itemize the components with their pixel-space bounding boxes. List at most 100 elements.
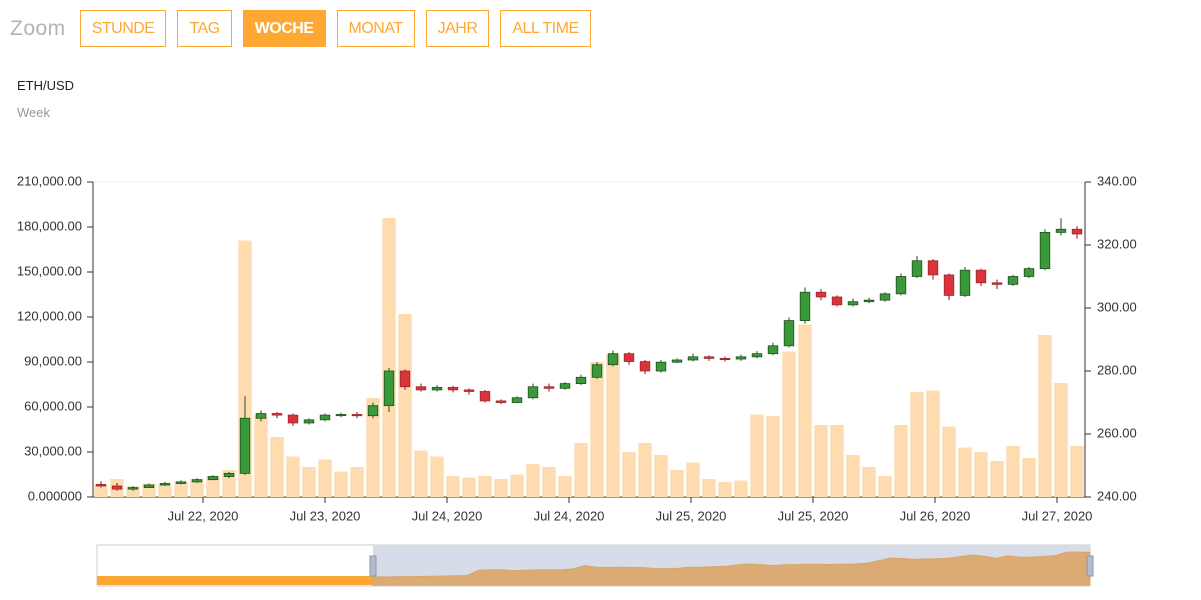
candle-body (271, 413, 283, 416)
volume-bar (670, 470, 684, 497)
y2-tick-label: 260.00 (1097, 425, 1137, 440)
y-tick-label: 90,000.00 (24, 353, 82, 368)
volume-bar (750, 414, 764, 497)
volume-bar (398, 314, 412, 497)
candle-body (783, 320, 795, 347)
volume-bar (686, 462, 700, 497)
x-tick-label: Jul 23, 2020 (290, 508, 361, 523)
volume-bar (974, 452, 988, 497)
candle-body (911, 260, 923, 277)
volume-bar (590, 362, 604, 497)
volume-bar (334, 471, 348, 497)
x-tick-label: Jul 24, 2020 (412, 508, 483, 523)
volume-bar (94, 485, 108, 497)
candle-body (767, 345, 779, 355)
zoom-bar: Zoom STUNDE TAG WOCHE MONAT JAHR ALL TIME (10, 10, 602, 47)
candle-body (383, 370, 395, 407)
volume-bar (782, 351, 796, 497)
volume-bar (510, 474, 524, 497)
candle-body (639, 361, 651, 372)
volume-bar (878, 476, 892, 497)
x-tick-label: Jul 24, 2020 (534, 508, 605, 523)
volume-bar (190, 479, 204, 497)
candle-body (111, 485, 123, 490)
x-tick-label: Jul 25, 2020 (656, 508, 727, 523)
candle-body (623, 353, 635, 362)
volume-bar (558, 476, 572, 497)
volume-bar (366, 398, 380, 497)
candle-body (143, 484, 155, 488)
volume-bar (1038, 335, 1052, 497)
candle-body (527, 386, 539, 399)
candle-body (191, 479, 203, 483)
candle-body (447, 386, 459, 391)
navigator-handle[interactable] (1086, 555, 1094, 577)
candle-body (319, 414, 331, 421)
candle-body (863, 299, 875, 303)
candle-body (1023, 268, 1035, 277)
y-tick-label: 180,000.00 (17, 218, 82, 233)
zoom-button[interactable]: STUNDE (79, 10, 167, 47)
candle-body (591, 364, 603, 378)
candle-body (735, 356, 747, 360)
candle-body (239, 417, 251, 474)
candle-body (543, 386, 555, 389)
volume-bar (350, 467, 364, 497)
candle-body (175, 481, 187, 484)
candle-body (655, 361, 667, 372)
volume-bar (766, 416, 780, 497)
candle-body (463, 389, 475, 392)
zoom-label: Zoom (10, 16, 66, 40)
candle-body (719, 357, 731, 360)
volume-bar (174, 482, 188, 497)
zoom-button[interactable]: TAG (177, 10, 232, 47)
volume-bar (942, 426, 956, 497)
candle-body (975, 269, 987, 284)
volume-bar (1006, 446, 1020, 497)
volume-bar (1022, 458, 1036, 497)
zoom-button[interactable]: WOCHE (242, 10, 326, 47)
y-tick-label: 30,000.00 (24, 443, 82, 458)
candle-body (159, 483, 171, 486)
candle-body (815, 291, 827, 298)
volume-bar (926, 390, 940, 497)
volume-bar (958, 447, 972, 497)
candle-body (431, 386, 443, 391)
candle-body (751, 353, 763, 358)
volume-bar (846, 455, 860, 497)
candle-body (575, 376, 587, 384)
volume-bar (1054, 383, 1068, 497)
volume-bar (206, 476, 220, 497)
y2-tick-label: 240.00 (1097, 488, 1137, 503)
candle-body (495, 400, 507, 403)
volume-bar (830, 425, 844, 497)
candle-body (703, 356, 715, 359)
candle-body (1007, 276, 1019, 285)
volume-bar (286, 456, 300, 497)
candle-body (559, 383, 571, 389)
volume-bar (990, 461, 1004, 497)
navigator-handle[interactable] (369, 555, 377, 577)
candle-body (671, 359, 683, 363)
candle-body (399, 370, 411, 388)
volume-bar (702, 479, 716, 497)
y2-tick-label: 300.00 (1097, 299, 1137, 314)
volume-bar (382, 218, 396, 497)
chart-subtitle: Week (17, 105, 50, 120)
volume-bar (526, 464, 540, 497)
y2-tick-label: 320.00 (1097, 236, 1137, 251)
zoom-button[interactable]: MONAT (336, 10, 415, 47)
x-tick-label: Jul 22, 2020 (168, 508, 239, 523)
zoom-button[interactable]: JAHR (425, 10, 490, 47)
navigator-history (97, 576, 373, 585)
candle-body (1071, 228, 1083, 235)
volume-bar (798, 324, 812, 497)
candle-body (351, 414, 363, 417)
zoom-button[interactable]: ALL TIME (500, 10, 591, 47)
volume-bar (270, 437, 284, 497)
y-tick-label: 150,000.00 (17, 263, 82, 278)
volume-bar (318, 459, 332, 497)
volume-bar (462, 477, 476, 497)
